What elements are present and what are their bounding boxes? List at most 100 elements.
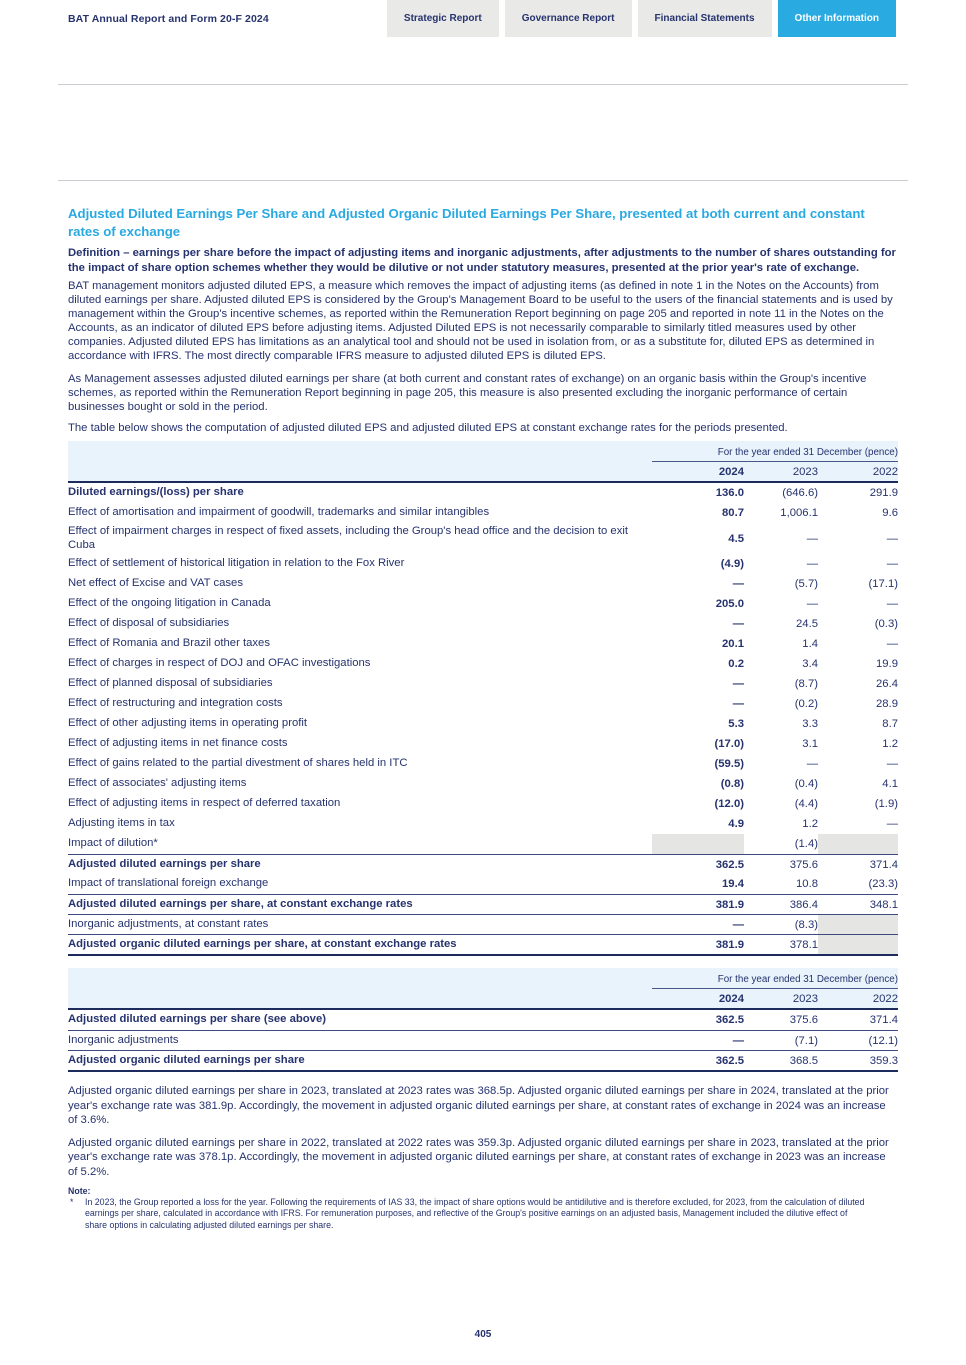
table-row: Effect of settlement of historical litig… <box>68 554 898 574</box>
body-paragraph: The table below shows the computation of… <box>68 422 788 434</box>
body-paragraph: Adjusted organic diluted earnings per sh… <box>68 1085 889 1126</box>
table-cell: 8.7 <box>882 718 898 730</box>
table-period-band: For the year ended 31 December (pence) 20… <box>68 441 898 483</box>
table-row: Effect of impairment charges in respect … <box>68 523 898 554</box>
year-column-header: 2023 <box>792 992 818 1005</box>
row-label: Adjusting items in tax <box>68 817 175 830</box>
table-cell: 1.2 <box>802 818 818 830</box>
table-cell: (7.1) <box>794 1034 818 1047</box>
row-label: Effect of disposal of subsidiaries <box>68 617 230 630</box>
table-cell: 4.9 <box>728 818 744 830</box>
note-label: Note: <box>68 1186 91 1196</box>
table-row: Effect of amortisation and impairment of… <box>68 503 898 523</box>
tab-governance-report[interactable]: Governance Report <box>504 0 632 37</box>
table-row: Adjusted organic diluted earnings per sh… <box>68 934 898 954</box>
row-label: Effect of impairment charges in respect … <box>68 525 628 551</box>
report-title: BAT Annual Report and Form 20-F 2024 <box>68 12 269 25</box>
table-row: Impact of translational foreign exchange… <box>68 874 898 894</box>
row-label: Effect of amortisation and impairment of… <box>68 506 490 519</box>
period-underline <box>652 461 898 462</box>
table-cell: 378.1 <box>789 938 818 951</box>
footnote-marker: * <box>70 1197 74 1207</box>
row-label: Impact of dilution* <box>68 837 158 850</box>
table-cell: 368.5 <box>789 1054 818 1067</box>
row-label: Effect of planned disposal of subsidiari… <box>68 677 273 690</box>
table-cell: 381.9 <box>715 938 744 951</box>
table-cell: 205.0 <box>715 598 744 610</box>
year-column-header: 2022 <box>872 465 898 478</box>
table-cell: (12.1) <box>868 1034 898 1047</box>
table-cell: 80.7 <box>722 507 744 519</box>
table-cell: 28.9 <box>876 698 898 710</box>
page-number: 405 <box>474 1329 492 1340</box>
table-cell: 9.6 <box>882 507 898 519</box>
footnote: * In 2023, the Group reported a loss for… <box>68 1197 898 1231</box>
row-label: Effect of other adjusting items in opera… <box>68 717 308 730</box>
table-cell: — <box>806 532 818 545</box>
table-cell: (1.4) <box>794 838 818 850</box>
table-cell: (17.1) <box>868 578 898 590</box>
table-cell: 386.4 <box>789 898 818 911</box>
row-label: Effect of charges in respect of DOJ and … <box>68 657 371 670</box>
table-cell: 381.9 <box>715 898 744 911</box>
table-cell: — <box>886 558 898 570</box>
body-paragraph: Adjusted organic diluted earnings per sh… <box>68 1136 889 1178</box>
table-cell: 3.1 <box>802 738 818 750</box>
table-row: Diluted earnings/(loss) per share 136.0 (6… <box>68 483 898 503</box>
row-label: Effect of adjusting items in net finance… <box>68 737 288 750</box>
table-cell: — <box>886 532 898 545</box>
period-header: For the year ended 31 December (pence) <box>717 447 898 458</box>
year-column-header: 2022 <box>872 992 898 1005</box>
top-navigation-bar: BAT Annual Report and Form 20-F 2024 Str… <box>0 0 966 37</box>
table-row: Effect of planned disposal of subsidiari… <box>68 674 898 694</box>
table-cell: (4.4) <box>794 798 818 810</box>
table-cell: 1.2 <box>882 738 898 750</box>
table-cell: 3.3 <box>802 718 818 730</box>
row-label: Effect of restructuring and integration … <box>68 697 283 710</box>
table-cell: 0.2 <box>728 658 744 670</box>
table-cell: — <box>732 578 744 590</box>
table-cell: (1.9) <box>874 798 898 810</box>
table-cell: — <box>732 618 744 630</box>
tab-financial-statements[interactable]: Financial Statements <box>637 0 772 37</box>
table-cell: 5.3 <box>728 718 744 730</box>
horizontal-divider <box>58 84 908 85</box>
period-underline <box>652 988 898 989</box>
table-cell: (5.7) <box>794 578 818 590</box>
tab-strategic-report[interactable]: Strategic Report <box>386 0 499 37</box>
table-cell: 3.4 <box>802 658 818 670</box>
table-row: Adjusted organic diluted earnings per sh… <box>68 1050 898 1070</box>
table-row: Effect of associates' adjusting items (0.… <box>68 774 898 794</box>
year-column-header: 2024 <box>718 465 744 478</box>
row-label: Effect of adjusting items in respect of … <box>68 797 341 810</box>
table-row: Effect of adjusting items in net finance… <box>68 734 898 754</box>
section-title: Adjusted Diluted Earnings Per Share and … <box>68 206 865 239</box>
period-header: For the year ended 31 December (pence) <box>717 974 898 985</box>
table-cell: 10.8 <box>796 878 818 890</box>
footnote-text: In 2023, the Group reported a loss for t… <box>85 1197 865 1230</box>
row-label: Diluted earnings/(loss) per share <box>68 486 244 499</box>
table-row: Effect of Romania and Brazil other taxes… <box>68 634 898 654</box>
year-header-row: 2024 2023 2022 <box>68 989 898 1008</box>
body-paragraph: BAT management monitors adjusted diluted… <box>68 280 893 362</box>
table-row: Effect of other adjusting items in opera… <box>68 714 898 734</box>
table-cell: — <box>886 818 898 830</box>
table-cell: — <box>732 918 744 931</box>
table-cell: 24.5 <box>796 618 818 630</box>
tab-other-information[interactable]: Other Information <box>777 0 896 37</box>
table-row: Adjusted diluted earnings per share, at … <box>68 894 898 914</box>
table-cell: (8.3) <box>794 918 818 931</box>
table-cell: — <box>886 598 898 610</box>
table-cell: 26.4 <box>876 678 898 690</box>
table-cell: (8.7) <box>794 678 818 690</box>
table-cell: 362.5 <box>715 1054 744 1067</box>
table-cell: — <box>886 638 898 650</box>
row-label: Adjusted organic diluted earnings per sh… <box>68 937 457 950</box>
table-row: Net effect of Excise and VAT cases — (5.7)… <box>68 574 898 594</box>
table-cell: — <box>806 758 818 770</box>
row-label: Inorganic adjustments <box>68 1033 179 1046</box>
table-cell: (17.0) <box>714 738 744 750</box>
table-cell: 348.1 <box>869 898 898 911</box>
adjusted-organic-diluted-eps-table: For the year ended 31 December (pence) 20… <box>68 968 898 1072</box>
